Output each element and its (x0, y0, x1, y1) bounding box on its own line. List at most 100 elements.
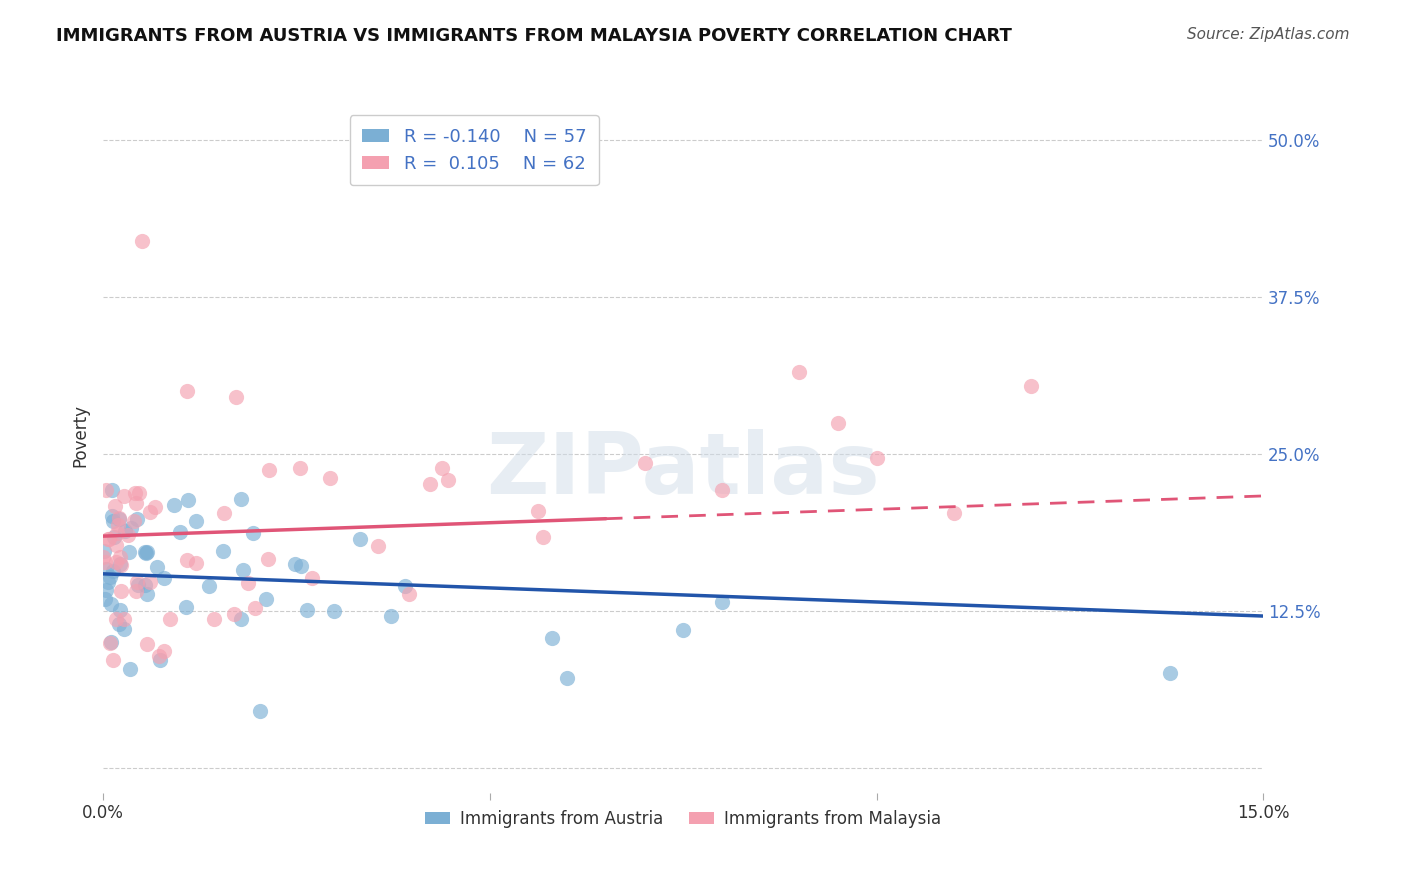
Point (787, 365, 810, 379)
Point (197, 579, 219, 593)
Point (127, 578, 149, 592)
Point (229, 492, 252, 507)
Point (159, 612, 181, 626)
Point (98, 533, 121, 547)
Point (145, 559, 167, 574)
Point (125, 512, 148, 526)
Point (257, 463, 280, 477)
Point (108, 549, 131, 564)
Point (540, 632, 562, 646)
Point (138, 575, 160, 590)
Point (104, 611, 127, 625)
Point (96, 562, 118, 576)
Point (214, 506, 236, 520)
Point (367, 539, 389, 553)
Point (138, 505, 160, 519)
Point (100, 636, 122, 650)
Point (143, 500, 166, 515)
Point (148, 649, 170, 664)
Point (301, 571, 323, 585)
Point (153, 570, 176, 584)
Point (245, 600, 267, 615)
Point (288, 461, 311, 475)
Point (112, 489, 135, 503)
Point (135, 545, 157, 559)
Point (101, 653, 124, 667)
Point (105, 525, 128, 540)
Point (432, 460, 454, 475)
Point (865, 451, 887, 466)
Point (380, 609, 402, 624)
Point (176, 384, 198, 398)
Point (94, 592, 117, 607)
Point (125, 574, 148, 589)
Point (152, 644, 174, 658)
Text: Source: ZipAtlas.com: Source: ZipAtlas.com (1187, 27, 1350, 42)
Point (108, 616, 131, 631)
Point (110, 558, 132, 572)
Point (107, 518, 129, 533)
Point (284, 558, 307, 572)
Point (169, 524, 191, 539)
Point (1159, 666, 1181, 681)
Point (633, 456, 655, 470)
Point (128, 485, 150, 500)
Point (104, 499, 127, 513)
Point (108, 603, 131, 617)
Point (202, 611, 225, 625)
Point (349, 532, 371, 546)
Point (135, 637, 157, 651)
Point (229, 611, 252, 625)
Point (827, 416, 849, 430)
Point (108, 557, 131, 571)
Text: IMMIGRANTS FROM AUSTRIA VS IMMIGRANTS FROM MALAYSIA POVERTY CORRELATION CHART: IMMIGRANTS FROM AUSTRIA VS IMMIGRANTS FR… (56, 27, 1012, 45)
Point (101, 508, 124, 523)
Point (93, 549, 115, 564)
Point (114, 524, 136, 539)
Point (96, 532, 118, 546)
Point (555, 671, 578, 685)
Point (236, 575, 259, 590)
Point (436, 473, 458, 487)
Point (112, 622, 135, 636)
Point (419, 477, 441, 491)
Point (101, 514, 124, 528)
Point (242, 526, 264, 541)
Point (249, 704, 271, 718)
Point (710, 483, 733, 497)
Point (174, 600, 197, 615)
Point (118, 545, 141, 559)
Point (531, 531, 554, 545)
Point (254, 592, 277, 607)
Point (290, 559, 312, 574)
Point (149, 653, 172, 667)
Point (104, 538, 127, 552)
Point (135, 546, 157, 560)
Point (319, 471, 342, 485)
Point (212, 543, 235, 558)
Point (93, 543, 115, 558)
Point (710, 595, 733, 609)
Point (1019, 379, 1042, 393)
Point (101, 483, 124, 498)
Y-axis label: Poverty: Poverty (72, 403, 89, 467)
Point (94, 583, 117, 598)
Point (125, 584, 148, 599)
Text: ZIPatlas: ZIPatlas (486, 429, 880, 512)
Point (134, 545, 156, 559)
Point (112, 612, 135, 626)
Point (297, 603, 319, 617)
Point (103, 564, 125, 578)
Point (124, 485, 146, 500)
Point (131, 234, 153, 248)
Point (124, 496, 146, 510)
Point (257, 552, 280, 566)
Point (672, 624, 695, 638)
Point (100, 597, 122, 611)
Point (225, 390, 247, 404)
Point (232, 562, 254, 576)
Point (398, 587, 420, 601)
Point (94, 555, 117, 569)
Point (176, 552, 198, 566)
Legend: Immigrants from Austria, Immigrants from Malaysia: Immigrants from Austria, Immigrants from… (419, 803, 948, 834)
